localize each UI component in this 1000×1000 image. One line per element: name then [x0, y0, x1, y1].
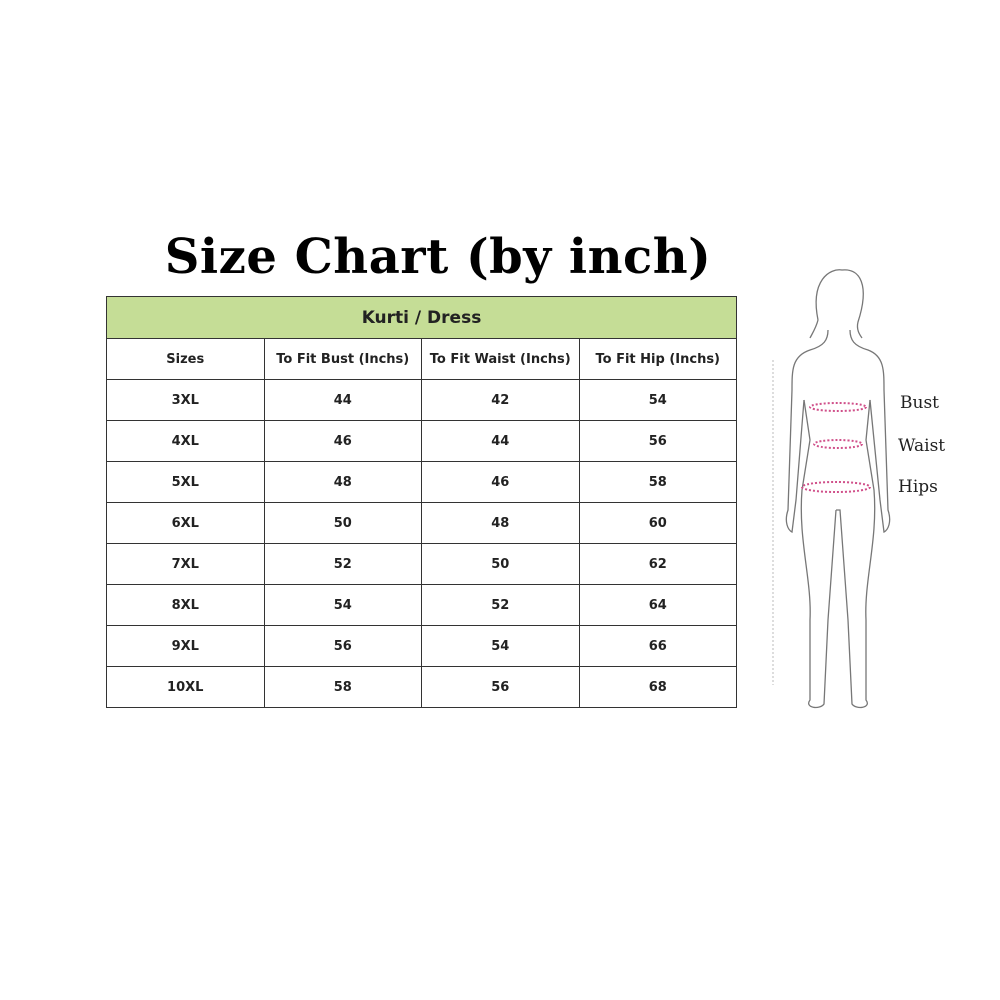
- table-cell: 64: [578, 584, 737, 626]
- table-row: 7XL 52 50 62: [106, 543, 737, 585]
- table-row: 5XL 48 46 58: [106, 461, 737, 503]
- table-cell: 5XL: [106, 461, 265, 503]
- table-cell: 42: [421, 379, 580, 421]
- table-cell: 52: [421, 584, 580, 626]
- size-table: Kurti / Dress Sizes To Fit Bust (Inchs) …: [106, 296, 737, 708]
- table-cell: 46: [421, 461, 580, 503]
- table-row: 3XL 44 42 54: [106, 379, 737, 421]
- header-row: Sizes To Fit Bust (Inchs) To Fit Waist (…: [106, 338, 737, 380]
- table-cell: 48: [263, 461, 422, 503]
- table-cell: 50: [421, 543, 580, 585]
- table-cell: 44: [421, 420, 580, 462]
- column-header: To Fit Bust (Inchs): [263, 338, 422, 380]
- table-cell: 46: [263, 420, 422, 462]
- table-row: 8XL 54 52 64: [106, 584, 737, 626]
- table-row: 4XL 46 44 56: [106, 420, 737, 462]
- bust-label: Bust: [900, 393, 939, 413]
- table-cell: 62: [578, 543, 737, 585]
- table-row: 9XL 56 54 66: [106, 625, 737, 667]
- table-cell: 8XL: [106, 584, 265, 626]
- column-header: To Fit Hip (Inchs): [578, 338, 737, 380]
- column-header: Sizes: [106, 338, 265, 380]
- table-cell: 52: [263, 543, 422, 585]
- table-cell: 66: [578, 625, 737, 667]
- table-cell: 58: [578, 461, 737, 503]
- table-cell: 54: [421, 625, 580, 667]
- table-cell: 54: [263, 584, 422, 626]
- body-figure: [772, 269, 891, 709]
- page-title: Size Chart (by inch): [164, 229, 712, 285]
- table-cell: 56: [421, 666, 580, 708]
- table-row: 10XL 58 56 68: [106, 666, 737, 708]
- table-cell: 6XL: [106, 502, 265, 544]
- table-cell: 56: [263, 625, 422, 667]
- table-cell: 48: [421, 502, 580, 544]
- table-cell: 54: [578, 379, 737, 421]
- table-cell: 10XL: [106, 666, 265, 708]
- column-header: To Fit Waist (Inchs): [421, 338, 580, 380]
- table-cell: 56: [578, 420, 737, 462]
- table-row: 6XL 50 48 60: [106, 502, 737, 544]
- table-cell: 7XL: [106, 543, 265, 585]
- table-banner: Kurti / Dress: [106, 296, 737, 339]
- table-cell: 4XL: [106, 420, 265, 462]
- table-cell: 44: [263, 379, 422, 421]
- waist-label: Waist: [898, 436, 946, 456]
- table-cell: 60: [578, 502, 737, 544]
- table-cell: 68: [578, 666, 737, 708]
- table-cell: 9XL: [106, 625, 265, 667]
- table-cell: 58: [263, 666, 422, 708]
- hips-label: Hips: [898, 477, 938, 497]
- table-cell: 3XL: [106, 379, 265, 421]
- table-cell: 50: [263, 502, 422, 544]
